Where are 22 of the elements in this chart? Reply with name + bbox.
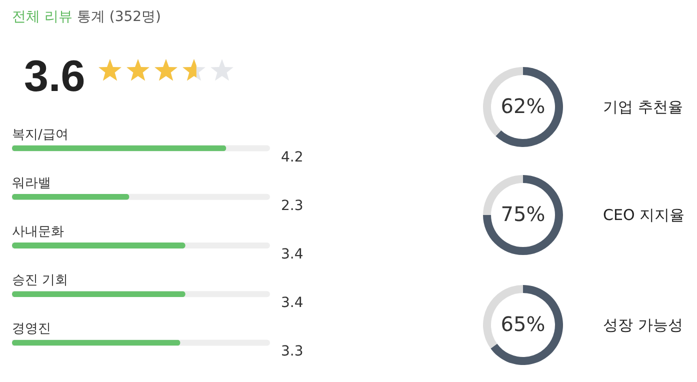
text: CEO 지지율: [603, 206, 685, 224]
category-label: 사내문화: [12, 224, 64, 240]
category-label: 승진 기회: [12, 273, 68, 288]
category-label: 워라밸: [12, 176, 51, 191]
donut-slice: [496, 67, 563, 147]
text: 기업 추천율: [603, 98, 683, 116]
data-label: 3.6: [24, 52, 86, 102]
data-label: 3.4: [281, 246, 304, 262]
data-label: 75%: [500, 202, 546, 226]
donut-slice: [483, 175, 563, 255]
category-label: 경영진: [12, 322, 51, 337]
text: 전체 리뷰: [12, 9, 72, 25]
text: 통계 (352명): [76, 9, 161, 25]
data-label: 2.3: [281, 198, 304, 214]
text: 성장 가능성: [603, 316, 683, 334]
data-label: 4.2: [281, 149, 304, 166]
data-label: 65%: [500, 312, 546, 336]
data-label: 62%: [500, 94, 546, 118]
data-label: 3.4: [281, 295, 304, 312]
donut-slice: [490, 285, 563, 365]
data-label: 3.3: [281, 344, 304, 360]
category-label: 복지/급여: [12, 127, 68, 142]
